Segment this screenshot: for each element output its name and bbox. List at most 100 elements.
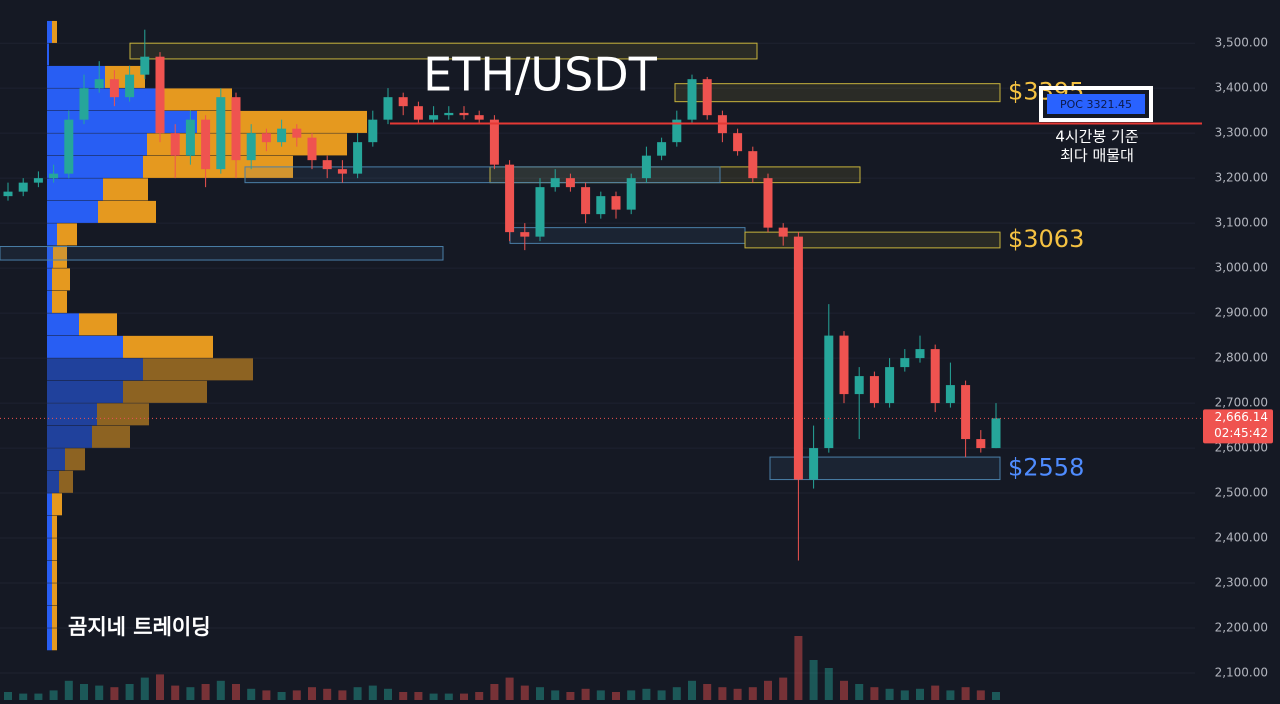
profile-buy [47, 290, 52, 313]
y-tick-label: 3,400.00 [1215, 81, 1268, 95]
candle-body [550, 178, 560, 188]
candle-body [763, 178, 773, 228]
candle-body [292, 128, 302, 138]
candle-body [429, 115, 439, 120]
profile-buy [47, 470, 59, 493]
profile-buy [47, 493, 52, 516]
volume-bar [232, 684, 240, 700]
profile-sell [52, 583, 57, 606]
volume-bar [688, 680, 696, 700]
volume-bar [612, 692, 620, 700]
volume-bar [748, 687, 757, 700]
volume-bar [961, 687, 970, 700]
candle-body [246, 133, 256, 161]
profile-buy [47, 65, 105, 88]
y-tick-label: 3,000.00 [1215, 261, 1268, 275]
candle-body [337, 169, 347, 174]
volume-bar [779, 677, 788, 700]
y-tick-label: 2,900.00 [1215, 306, 1268, 320]
volume-bar [551, 690, 560, 700]
y-tick-label: 2,300.00 [1215, 576, 1268, 590]
profile-sell [65, 448, 85, 471]
volume-bar [277, 692, 286, 700]
candle-body [900, 358, 910, 368]
candle-body [277, 128, 287, 143]
poc-label: POC 3321.45 [1060, 98, 1132, 111]
candle-body [231, 97, 241, 161]
profile-sell [92, 425, 130, 448]
volume-bar [475, 692, 484, 700]
profile-sell [52, 538, 57, 561]
volume-bar [414, 692, 423, 700]
volume-bar [946, 690, 955, 700]
candle-body [778, 227, 788, 237]
volume-bar [338, 690, 347, 700]
volume-bar [95, 685, 104, 700]
zone-label: $3063 [1008, 225, 1084, 253]
volume-bar [536, 687, 544, 700]
candle-body [565, 178, 575, 188]
profile-sell [52, 290, 67, 313]
profile-buy [47, 155, 143, 178]
volume-bar [247, 688, 256, 700]
candle-body [383, 97, 393, 120]
y-tick-label: 3,500.00 [1215, 36, 1268, 50]
candle-body [33, 178, 43, 183]
volume-bar [809, 660, 818, 700]
profile-sell [98, 200, 156, 223]
candle-body [733, 133, 743, 152]
profile-buy [47, 560, 52, 583]
volume-bar [384, 688, 392, 700]
profile-sell [103, 178, 148, 201]
candle-body [94, 79, 104, 89]
volume-bar [399, 692, 408, 700]
profile-buy [47, 133, 147, 156]
profile-sell [53, 245, 67, 268]
volume-bar [353, 687, 362, 700]
volume-bar [596, 690, 605, 700]
volume-bar [824, 668, 833, 700]
profile-buy [47, 425, 92, 448]
y-tick-label: 2,800.00 [1215, 351, 1268, 365]
volume-bar [64, 680, 73, 700]
chart-title: ETH/USDT [423, 48, 658, 102]
profile-buy [47, 515, 52, 538]
candle-body [368, 119, 378, 143]
volume-bar [900, 690, 909, 700]
profile-sell [157, 88, 232, 111]
y-tick-label: 2,100.00 [1215, 666, 1268, 680]
candle-body [976, 439, 986, 449]
volume-bar [80, 684, 88, 700]
volume-bar [262, 690, 271, 700]
candle-body [581, 187, 591, 215]
candle-body [216, 97, 226, 170]
volume-bar [718, 687, 727, 700]
profile-sell [143, 358, 253, 381]
zone [129, 42, 758, 60]
candle-body [824, 335, 834, 449]
last-price-box [1203, 409, 1273, 444]
volume-bar [49, 690, 58, 700]
y-tick-label: 2,700.00 [1215, 396, 1268, 410]
volume-bar [505, 677, 514, 700]
last-price-label: 2,666.14 [1215, 410, 1268, 424]
candle-body [185, 119, 195, 156]
profile-buy [47, 358, 143, 381]
poc-box [1039, 86, 1153, 122]
volume-bar [4, 692, 12, 700]
profile-buy [47, 335, 123, 358]
y-tick-label: 3,300.00 [1215, 126, 1268, 140]
profile-buy [47, 43, 49, 66]
volume-bar [125, 684, 134, 700]
profile-sell [123, 335, 213, 358]
profile-buy [47, 268, 52, 291]
candle-body [474, 115, 484, 120]
profile-sell [59, 470, 73, 493]
zone [509, 227, 746, 244]
profile-sell [52, 20, 57, 43]
volume-bar [870, 687, 879, 700]
profile-sell [52, 605, 57, 628]
profile-buy [47, 448, 65, 471]
volume-bar [581, 688, 590, 700]
